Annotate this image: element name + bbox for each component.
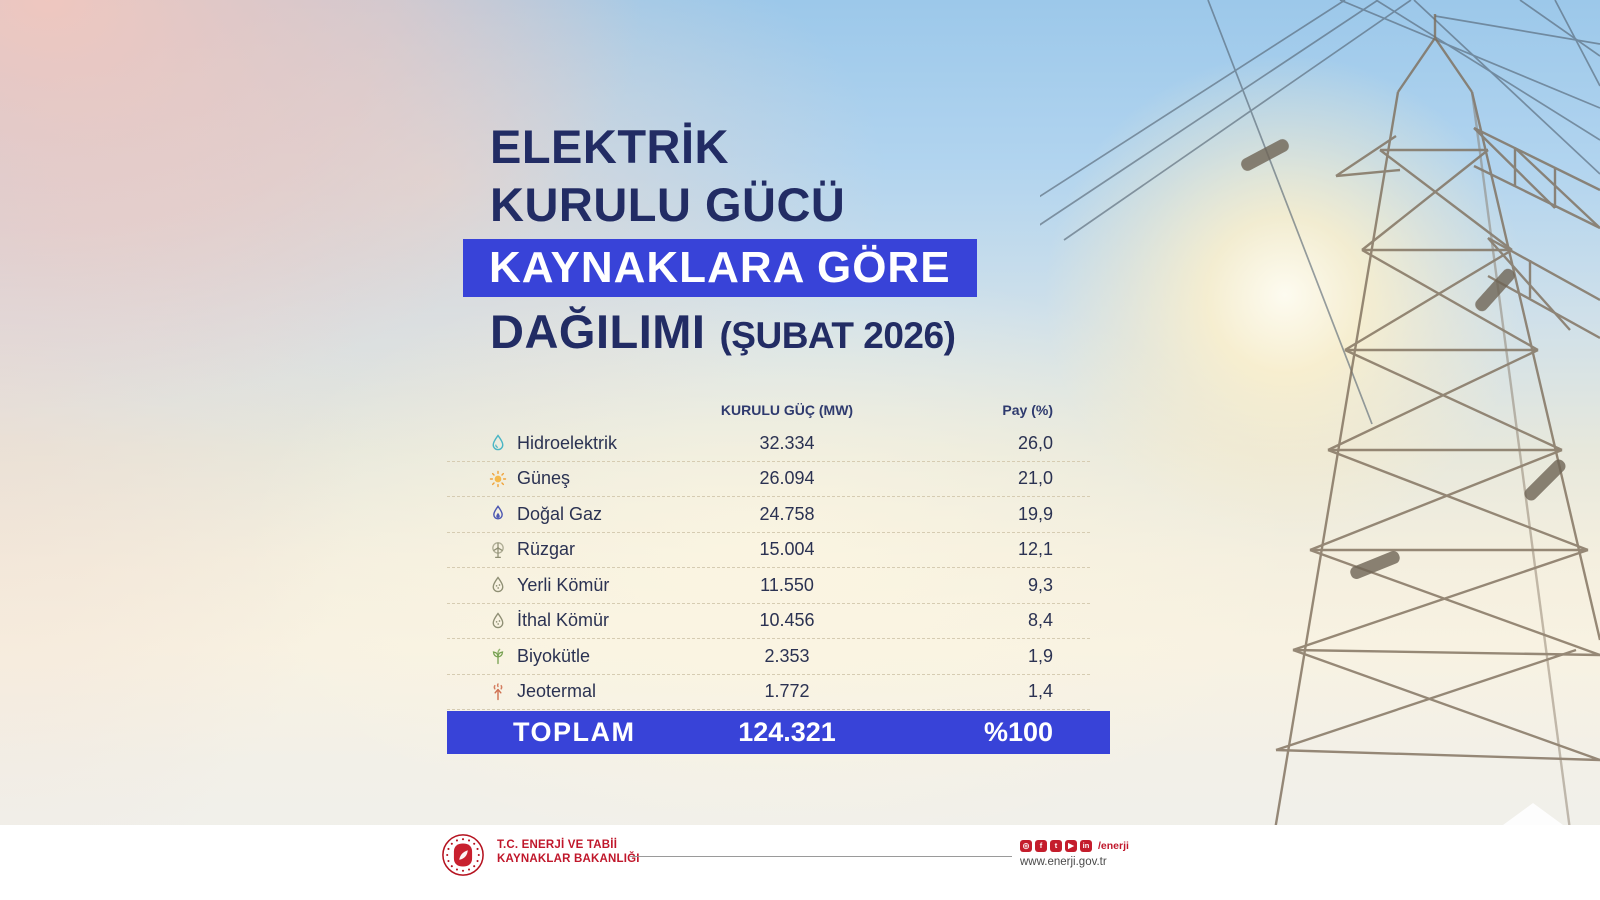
- footer-bar: T.C. ENERJİ VE TABİİ KAYNAKLAR BAKANLIĞI…: [0, 825, 1600, 900]
- sun-icon: [488, 469, 508, 489]
- total-row: TOPLAM 124.321 %100: [447, 711, 1110, 754]
- capacity-value: 24.758: [759, 503, 815, 524]
- total-share: %100: [983, 717, 1053, 747]
- ministry-name: T.C. ENERJİ VE TABİİ KAYNAKLAR BAKANLIĞI: [497, 838, 640, 866]
- table-row: Doğal Gaz 24.758 19,9: [447, 497, 1090, 533]
- share-value: 21,0: [1017, 468, 1053, 489]
- capacity-value: 1.772: [764, 681, 810, 702]
- share-value: 9,3: [1027, 574, 1053, 595]
- table-row: Yerli Kömür 11.550 9,3: [447, 568, 1090, 604]
- share-column-header: Pay (%): [1002, 402, 1053, 418]
- share-value: 1,9: [1027, 645, 1053, 666]
- source-label: Hidroelektrik: [517, 432, 618, 453]
- capacity-value: 11.550: [760, 574, 814, 595]
- source-label: Biyokütle: [517, 645, 591, 666]
- geothermal-icon: [488, 682, 508, 702]
- capacity-table: KURULU GÜÇ (MW) Pay (%) Hidroelektrik 32…: [447, 394, 1110, 754]
- table-row: Hidroelektrik 32.334 26,0: [447, 426, 1090, 462]
- table-row: Rüzgar 15.004 12,1: [447, 533, 1090, 568]
- title-line-4-main: DAĞILIMI: [490, 305, 706, 358]
- capacity-value: 32.334: [759, 432, 815, 453]
- sun-glow: [1035, 45, 1535, 545]
- title-line-4: DAĞILIMI (ŞUBAT 2026): [490, 304, 956, 359]
- social-handle: /enerji: [1098, 840, 1129, 852]
- domestic-coal-icon: [488, 575, 508, 595]
- table-row: Biyokütle 2.353 1,9: [447, 639, 1090, 675]
- table-row: Güneş 26.094 21,0: [447, 462, 1090, 497]
- capacity-value: 10.456: [759, 610, 815, 631]
- capacity-value: 2.353: [764, 645, 810, 666]
- table-row: Jeotermal 1.772 1,4: [447, 675, 1090, 710]
- source-label: Doğal Gaz: [517, 503, 603, 524]
- ministry-logo: [442, 834, 484, 876]
- facebook-icon[interactable]: f: [1035, 840, 1047, 852]
- source-label: Güneş: [517, 468, 571, 489]
- share-value: 1,4: [1027, 681, 1053, 702]
- capacity-value: 15.004: [759, 539, 815, 560]
- decorative-peak: [1503, 803, 1563, 825]
- source-label: Yerli Kömür: [517, 574, 610, 595]
- source-label: İthal Kömür: [517, 610, 610, 631]
- total-label: TOPLAM: [513, 717, 636, 747]
- wind-turbine-icon: [488, 540, 508, 560]
- source-label: Rüzgar: [517, 539, 576, 560]
- gas-flame-icon: [488, 504, 508, 524]
- ministry-name-line1: T.C. ENERJİ VE TABİİ: [497, 839, 618, 851]
- title-line-2: KURULU GÜCÜ: [490, 178, 846, 231]
- table-header: KURULU GÜÇ (MW) Pay (%): [447, 394, 1090, 426]
- twitter-icon[interactable]: t: [1050, 840, 1062, 852]
- imported-coal-icon: [488, 611, 508, 631]
- social-links: ◎ f t ▶ in /enerji: [1020, 840, 1129, 852]
- share-value: 26,0: [1017, 432, 1053, 453]
- website-url[interactable]: www.enerji.gov.tr: [1020, 856, 1107, 868]
- share-value: 8,4: [1027, 610, 1053, 631]
- title-block: ELEKTRİK KURULU GÜCÜ KAYNAKLARA GÖRE DAĞ…: [463, 118, 977, 358]
- source-label: Jeotermal: [517, 681, 597, 702]
- share-value: 19,9: [1017, 503, 1053, 524]
- capacity-column-header: KURULU GÜÇ (MW): [720, 402, 854, 418]
- youtube-icon[interactable]: ▶: [1065, 840, 1077, 852]
- instagram-icon[interactable]: ◎: [1020, 840, 1032, 852]
- capacity-value: 26.094: [759, 468, 815, 489]
- share-value: 12,1: [1017, 539, 1053, 560]
- ministry-name-line2: KAYNAKLAR BAKANLIĞI: [497, 853, 640, 865]
- linkedin-icon[interactable]: in: [1080, 840, 1092, 852]
- title-line-1: ELEKTRİK: [490, 120, 729, 173]
- biomass-icon: [488, 646, 508, 666]
- transmission-tower-photo: [1040, 0, 1600, 830]
- total-capacity: 124.321: [738, 717, 836, 747]
- title-date: (ŞUBAT 2026): [719, 315, 956, 356]
- table-row: İthal Kömür 10.456 8,4: [447, 604, 1090, 639]
- title-highlight: KAYNAKLARA GÖRE: [463, 239, 977, 297]
- hydro-icon: [488, 433, 508, 453]
- footer-divider: [630, 856, 1012, 857]
